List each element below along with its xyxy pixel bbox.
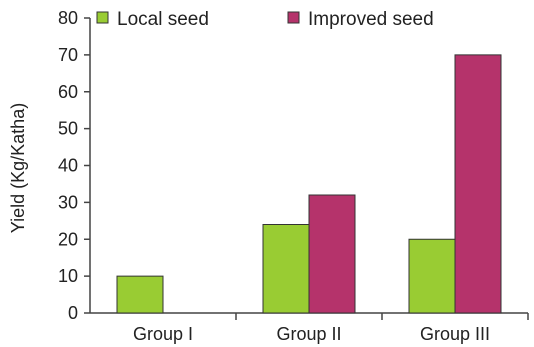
y-tick-label: 70 xyxy=(58,45,78,65)
y-tick-label: 20 xyxy=(58,229,78,249)
y-tick-label: 10 xyxy=(58,266,78,286)
legend: Local seed Improved seed xyxy=(96,9,434,30)
bar xyxy=(262,224,310,314)
bar xyxy=(408,238,456,314)
bars xyxy=(116,54,502,314)
legend-swatch xyxy=(287,11,300,24)
y-tick-label: 50 xyxy=(58,119,78,139)
bar xyxy=(308,194,356,314)
y-axis-label: Yield (Kg/Katha) xyxy=(8,103,28,233)
bar xyxy=(116,275,164,314)
y-tick-label: 0 xyxy=(68,303,78,323)
x-tick-label: Group III xyxy=(420,324,490,344)
y-tick-label: 30 xyxy=(58,192,78,212)
legend-label: Improved seed xyxy=(308,9,434,30)
bar xyxy=(454,54,502,314)
x-tick-label: Group I xyxy=(133,324,193,344)
legend-swatch xyxy=(96,11,109,24)
y-tick-label: 60 xyxy=(58,82,78,102)
legend-label: Local seed xyxy=(117,9,209,30)
y-axis: 0 10 20 30 40 50 60 70 80 xyxy=(58,8,91,323)
x-axis: Group I Group II Group III xyxy=(90,312,529,344)
y-tick-label: 40 xyxy=(58,156,78,176)
x-tick-label: Group II xyxy=(276,324,341,344)
y-tick-label: 80 xyxy=(58,8,78,28)
